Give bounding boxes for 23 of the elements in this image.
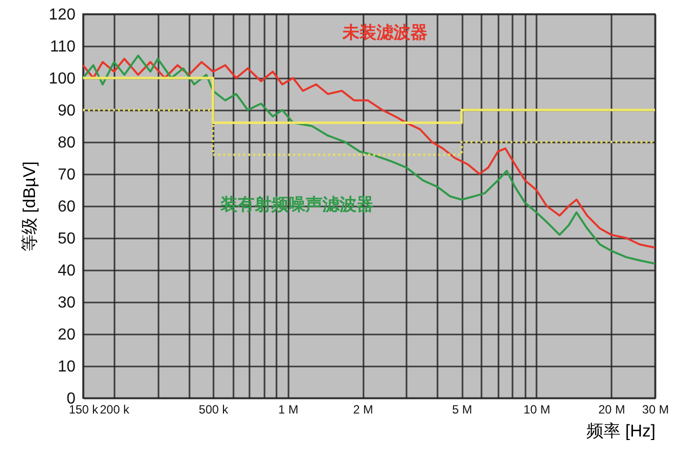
x-tick-label: 500 k (198, 402, 230, 416)
y-tick-label: 30 (58, 294, 76, 312)
x-tick-label: 10 M (524, 402, 550, 416)
y-tick-label: 110 (50, 38, 76, 56)
y-tick-label: 50 (58, 230, 76, 248)
x-tick-label: 5 M (452, 402, 472, 416)
y-tick-label: 120 (48, 6, 76, 24)
y-axis-title: 等级 [dBµV] (20, 161, 39, 252)
x-tick-label: 150 k (68, 402, 100, 416)
x-tick-label: 30 M (642, 402, 669, 416)
x-tick-label: 1 M (278, 402, 298, 416)
y-tick-label: 90 (58, 102, 76, 120)
x-axis-title: 频率 [Hz] (586, 422, 656, 440)
x-tick-label: 20 M (598, 402, 626, 416)
y-tick-label: 100 (48, 70, 76, 88)
y-tick-label: 20 (58, 326, 76, 344)
y-tick-label: 40 (58, 262, 76, 280)
x-tick-label: 200 k (100, 402, 130, 416)
y-tick-label: 60 (58, 198, 76, 216)
y-tick-label: 10 (58, 358, 76, 376)
y-tick-label: 70 (58, 166, 76, 184)
y-tick-label: 80 (58, 134, 76, 152)
x-tick-label: 2 M (353, 402, 374, 416)
